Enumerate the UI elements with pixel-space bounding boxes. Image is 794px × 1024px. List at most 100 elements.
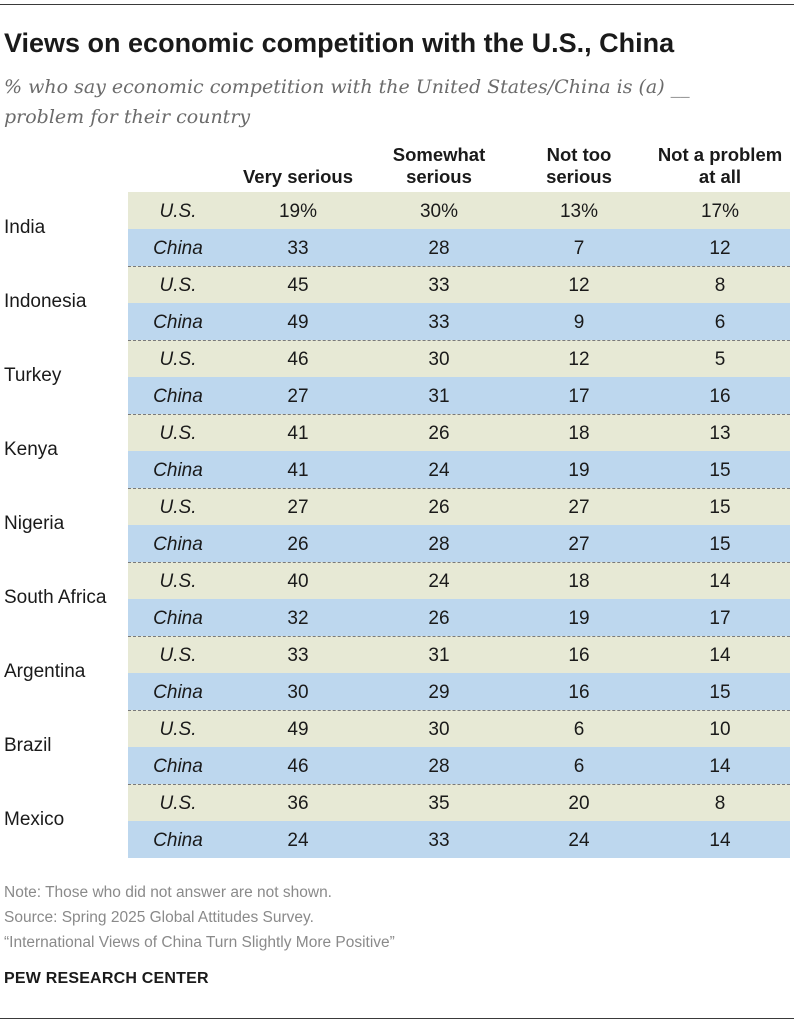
sub-label-us: U.S. <box>159 275 197 296</box>
column-header-line: Not a problem <box>657 144 783 165</box>
table-cell-china: 28 <box>428 756 450 777</box>
chart-title: Views on economic competition with the U… <box>4 28 675 58</box>
table-cell-us: 27 <box>287 497 309 518</box>
column-header: Very serious <box>218 166 378 188</box>
table-cell-us: 49 <box>287 719 309 740</box>
country-label: India <box>4 217 46 238</box>
table-cell-us: 40 <box>287 571 309 592</box>
table-cell-us: 26 <box>428 497 450 518</box>
sub-label-us: U.S. <box>159 719 197 740</box>
table-cell-us: 8 <box>714 793 726 814</box>
row-band-china <box>128 451 790 488</box>
table-cell-us: 45 <box>287 275 309 296</box>
top-rule <box>0 4 794 5</box>
table-cell-us: 14 <box>709 571 731 592</box>
table-cell-us: 12 <box>568 349 590 370</box>
table-cell-china: 15 <box>709 682 731 703</box>
sub-label-us: U.S. <box>159 497 197 518</box>
table-cell-china: 49 <box>287 312 309 333</box>
row-band-us <box>128 562 790 599</box>
table-cell-china: 14 <box>709 756 731 777</box>
country-label: Kenya <box>4 439 58 460</box>
footer-note: Note: Those who did not answer are not s… <box>4 884 332 901</box>
column-header: Not too serious <box>499 144 659 188</box>
country-label: Brazil <box>4 735 52 756</box>
table-cell-china: 9 <box>573 312 585 333</box>
column-header-line: Not too <box>546 144 612 165</box>
row-divider <box>128 636 790 637</box>
sub-label-china: China <box>153 756 203 777</box>
table-cell-china: 19 <box>568 608 590 629</box>
row-band-china <box>128 229 790 266</box>
table-cell-us: 30 <box>428 719 450 740</box>
table-cell-china: 6 <box>714 312 726 333</box>
table-cell-us: 12 <box>568 275 590 296</box>
row-band-china <box>128 821 790 858</box>
table-cell-china: 26 <box>287 534 309 555</box>
table-cell-us: 10 <box>709 719 731 740</box>
sub-label-china: China <box>153 608 203 629</box>
country-label: Nigeria <box>4 513 65 534</box>
row-band-china <box>128 599 790 636</box>
row-divider <box>128 266 790 267</box>
table-cell-china: 19 <box>568 460 590 481</box>
row-band-china <box>128 303 790 340</box>
table-cell-us: 14 <box>709 645 731 666</box>
table-cell-us: 26 <box>428 423 450 444</box>
column-header-line: Somewhat <box>392 144 486 165</box>
table-cell-us: 18 <box>568 423 590 444</box>
table-cell-us: 13% <box>559 201 599 222</box>
table-cell-us: 27 <box>568 497 590 518</box>
column-header-line: serious <box>546 166 612 187</box>
sub-label-us: U.S. <box>159 793 197 814</box>
table-cell-china: 27 <box>287 386 309 407</box>
table-cell-us: 19% <box>278 201 318 222</box>
table-cell-china: 27 <box>568 534 590 555</box>
table-cell-china: 6 <box>573 756 585 777</box>
column-header: Not a problem at all <box>640 144 794 188</box>
table-cell-china: 16 <box>709 386 731 407</box>
table-cell-us: 30 <box>428 349 450 370</box>
table-cell-us: 41 <box>287 423 309 444</box>
table-cell-us: 15 <box>709 497 731 518</box>
table-cell-china: 33 <box>287 238 309 259</box>
country-label: Turkey <box>4 365 62 386</box>
sub-label-us: U.S. <box>159 349 197 370</box>
column-header: Somewhat serious <box>359 144 519 188</box>
row-divider <box>128 710 790 711</box>
bottom-rule <box>0 1018 794 1019</box>
country-label: South Africa <box>4 587 107 608</box>
table-cell-us: 8 <box>714 275 726 296</box>
table-cell-china: 32 <box>287 608 309 629</box>
sub-label-china: China <box>153 682 203 703</box>
table-cell-china: 24 <box>428 460 450 481</box>
sub-label-china: China <box>153 534 203 555</box>
row-band-us <box>128 340 790 377</box>
table-cell-us: 18 <box>568 571 590 592</box>
table-cell-us: 5 <box>714 349 726 370</box>
row-divider <box>128 414 790 415</box>
row-band-us <box>128 192 790 229</box>
column-header-line: Very serious <box>242 166 354 187</box>
table-cell-china: 46 <box>287 756 309 777</box>
row-divider <box>128 488 790 489</box>
row-band-china <box>128 673 790 710</box>
country-label: Argentina <box>4 661 86 682</box>
table-cell-china: 41 <box>287 460 309 481</box>
table-cell-china: 24 <box>287 830 309 851</box>
table-cell-china: 14 <box>709 830 731 851</box>
sub-label-us: U.S. <box>159 423 197 444</box>
sub-label-us: U.S. <box>159 571 197 592</box>
table-cell-china: 28 <box>428 534 450 555</box>
sub-label-china: China <box>153 460 203 481</box>
sub-label-china: China <box>153 238 203 259</box>
table-cell-us: 36 <box>287 793 309 814</box>
table-cell-china: 24 <box>568 830 590 851</box>
sub-label-us: U.S. <box>159 645 197 666</box>
row-band-us <box>128 784 790 821</box>
sub-label-china: China <box>153 830 203 851</box>
pew-logo-text: PEW RESEARCH CENTER <box>4 970 209 987</box>
table-cell-china: 16 <box>568 682 590 703</box>
row-divider <box>128 340 790 341</box>
chart-subtitle: % who say economic competition with the … <box>4 76 690 128</box>
